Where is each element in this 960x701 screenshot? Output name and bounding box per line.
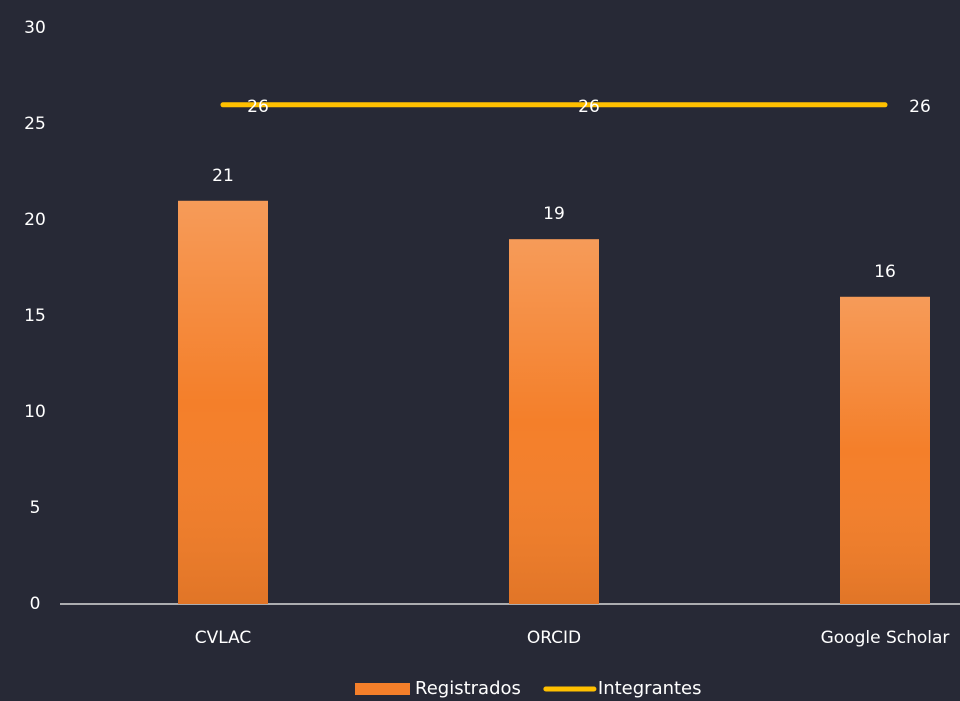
- data-label: 26: [247, 97, 269, 117]
- y-tick-label: 20: [24, 210, 46, 230]
- bar-shade: [509, 239, 599, 604]
- x-tick-label: Google Scholar: [821, 628, 950, 648]
- y-tick-label: 5: [30, 498, 41, 518]
- legend-label: Integrantes: [598, 678, 702, 699]
- data-label: 26: [909, 97, 931, 117]
- data-label: 26: [578, 97, 600, 117]
- bar-shade: [840, 296, 930, 604]
- data-label: 21: [212, 166, 234, 186]
- y-tick-label: 25: [24, 114, 46, 134]
- y-tick-label: 15: [24, 306, 46, 326]
- y-tick-label: 10: [24, 402, 46, 422]
- x-tick-label: CVLAC: [195, 628, 252, 648]
- y-tick-label: 0: [30, 594, 41, 614]
- legend-swatch: [355, 683, 410, 695]
- data-label: 19: [543, 204, 565, 224]
- x-tick-label: ORCID: [527, 628, 581, 648]
- data-label: 16: [874, 262, 896, 282]
- y-tick-label: 30: [24, 18, 46, 38]
- legend-label: Registrados: [415, 678, 521, 699]
- bar-shade: [178, 200, 268, 605]
